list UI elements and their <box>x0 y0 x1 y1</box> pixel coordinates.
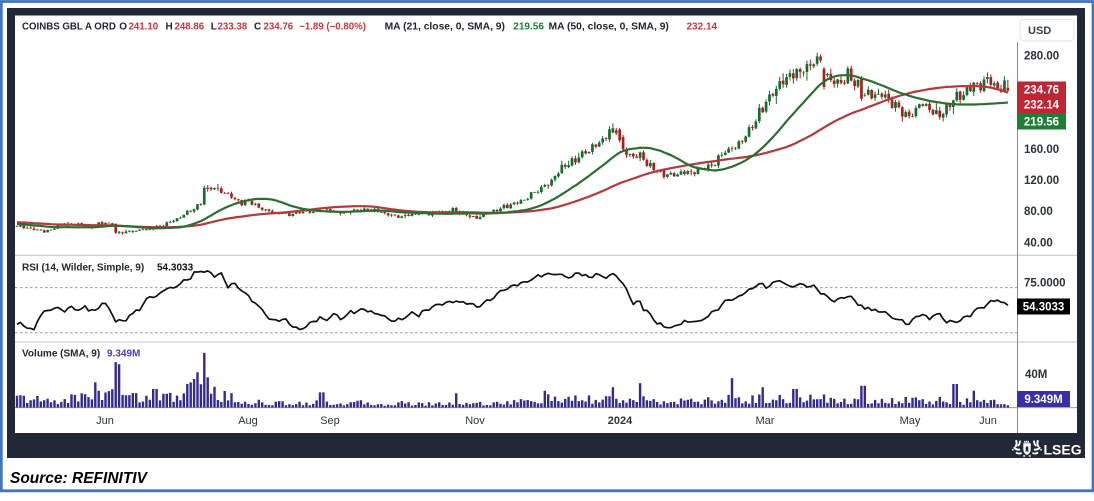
svg-text:RSI (14, Wilder, Simple, 9): RSI (14, Wilder, Simple, 9) <box>22 263 144 274</box>
svg-text:40.00: 40.00 <box>1024 237 1053 249</box>
svg-text:120.00: 120.00 <box>1024 175 1059 187</box>
svg-text:232.14: 232.14 <box>687 22 718 33</box>
svg-text:9.349M: 9.349M <box>107 349 140 360</box>
svg-text:2024: 2024 <box>608 415 633 427</box>
svg-text:MA (50, close, 0, SMA, 9): MA (50, close, 0, SMA, 9) <box>549 22 669 33</box>
svg-text:USD: USD <box>1028 25 1051 37</box>
svg-text:280.00: 280.00 <box>1024 50 1059 62</box>
svg-text:234.76: 234.76 <box>264 22 294 33</box>
svg-text:COINBS GBL A ORD: COINBS GBL A ORD <box>22 22 116 33</box>
svg-text:LSEG: LSEG <box>1044 442 1082 458</box>
svg-text:MA (21, close, 0, SMA, 9): MA (21, close, 0, SMA, 9) <box>385 22 505 33</box>
svg-text:C: C <box>254 22 261 33</box>
svg-text:54.3033: 54.3033 <box>1023 302 1065 314</box>
svg-text:234.76: 234.76 <box>1024 84 1059 96</box>
svg-text:160.00: 160.00 <box>1024 144 1059 156</box>
svg-text:241.10: 241.10 <box>129 22 159 33</box>
svg-text:O: O <box>119 22 127 33</box>
svg-text:54.3033: 54.3033 <box>157 263 194 274</box>
svg-text:−1.89 (−0.80%): −1.89 (−0.80%) <box>299 22 366 33</box>
svg-text:233.38: 233.38 <box>218 22 248 33</box>
svg-text:Aug: Aug <box>238 415 258 427</box>
svg-text:248.86: 248.86 <box>175 22 205 33</box>
svg-text:L: L <box>211 22 217 33</box>
svg-text:Mar: Mar <box>756 415 775 427</box>
svg-text:Jun: Jun <box>96 415 114 427</box>
svg-text:Nov: Nov <box>465 415 485 427</box>
svg-text:219.56: 219.56 <box>513 22 544 33</box>
svg-text:Jun: Jun <box>979 415 997 427</box>
svg-text:Sep: Sep <box>320 415 340 427</box>
svg-text:219.56: 219.56 <box>1024 117 1059 129</box>
svg-text:232.14: 232.14 <box>1024 99 1060 111</box>
svg-text:Source: REFINITIV: Source: REFINITIV <box>10 470 149 487</box>
svg-text:H: H <box>166 22 173 33</box>
svg-text:May: May <box>900 415 921 427</box>
svg-text:75.0000: 75.0000 <box>1024 278 1066 290</box>
svg-text:40M: 40M <box>1025 369 1047 381</box>
svg-text:Volume (SMA, 9): Volume (SMA, 9) <box>22 349 100 360</box>
svg-text:80.00: 80.00 <box>1024 206 1053 218</box>
svg-text:9.349M: 9.349M <box>1024 394 1062 406</box>
